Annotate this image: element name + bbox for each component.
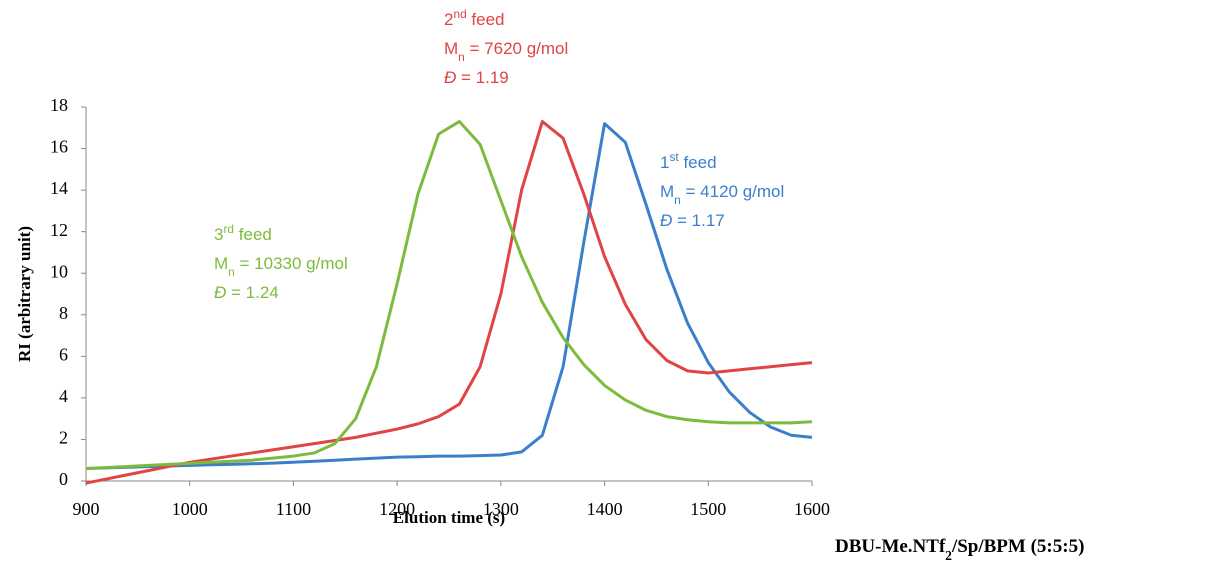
text-run: Đ [214, 283, 226, 302]
text-run: = 1.24 [226, 283, 278, 302]
text-run: n [458, 50, 465, 64]
text-run: Đ [660, 211, 672, 230]
annotation-line: Đ = 1.19 [444, 68, 509, 87]
y-axis-title: RI (arbitrary unit) [15, 226, 34, 362]
text-run: feed [467, 10, 505, 29]
annotation-line: 3rd feed [214, 222, 272, 244]
x-tick-label: 1500 [690, 499, 726, 519]
caption: DBU-Me.NTf2/Sp/BPM (5:5:5) [835, 536, 1084, 563]
x-tick-label: 1100 [276, 499, 311, 519]
text-run: n [674, 193, 681, 207]
series-line [85, 122, 813, 471]
y-tick-label: 2 [59, 428, 68, 448]
text-run: M [660, 182, 674, 201]
annotation-line: 2nd feed [444, 7, 505, 29]
annotation-line: Mn = 7620 g/mol [444, 39, 568, 64]
y-tick-label: 4 [59, 386, 68, 406]
x-axis-title: Elution time (s) [393, 508, 505, 527]
y-tick-label: 16 [50, 137, 68, 157]
text-run: M [444, 39, 458, 58]
text-run: 2 [444, 10, 453, 29]
y-tick-label: 8 [59, 303, 68, 323]
y-tick-label: 6 [59, 344, 68, 364]
x-tick-label: 1600 [794, 499, 830, 519]
text-run: n [228, 265, 235, 279]
x-tick-label: 1400 [587, 499, 623, 519]
text-run: = 10330 g/mol [235, 254, 348, 273]
annotation-line: 1st feed [660, 150, 717, 172]
y-tick-label: 14 [50, 178, 68, 198]
annotation-line: Đ = 1.24 [214, 283, 279, 302]
y-tick-label: 10 [50, 261, 68, 281]
x-tick-label: 1200 [379, 499, 415, 519]
annotation-line: Mn = 10330 g/mol [214, 254, 348, 279]
text-run: /Sp/BPM (5:5:5) [951, 536, 1084, 557]
annotation-line: Mn = 4120 g/mol [660, 182, 784, 207]
x-tick-label: 1300 [483, 499, 519, 519]
text-run: = 7620 g/mol [465, 39, 569, 58]
text-run: DBU-Me.NTf [835, 536, 946, 557]
y-tick-label: 12 [50, 220, 68, 240]
text-run: nd [453, 7, 466, 21]
series-line [85, 120, 813, 471]
annotation-line: Đ = 1.17 [660, 211, 725, 230]
text-run: 1 [660, 153, 669, 172]
text-run: 2 [945, 548, 952, 563]
x-tick-label: 1000 [172, 499, 208, 519]
text-run: feed [234, 225, 272, 244]
series-line [85, 120, 813, 485]
text-run: rd [223, 222, 234, 236]
text-run: 3 [214, 225, 223, 244]
text-run: = 1.17 [672, 211, 724, 230]
y-tick-label: 18 [50, 95, 68, 115]
text-run: Đ [444, 68, 456, 87]
text-run: = 1.19 [456, 68, 508, 87]
text-run: feed [679, 153, 717, 172]
text-run: st [669, 150, 679, 164]
text-run: = 4120 g/mol [681, 182, 785, 201]
text-run: M [214, 254, 228, 273]
x-tick-label: 900 [73, 499, 100, 519]
y-tick-label: 0 [59, 469, 68, 489]
